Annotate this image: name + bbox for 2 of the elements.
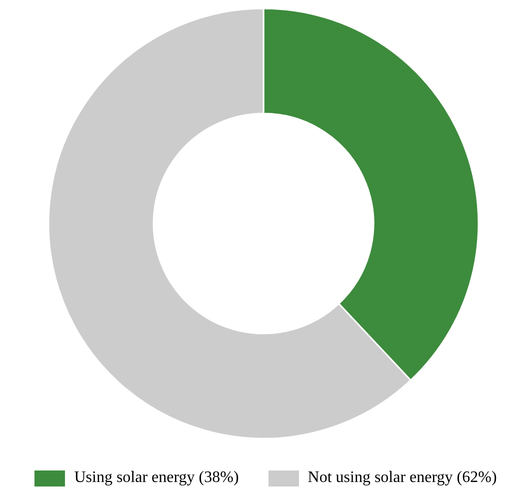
legend-label: Not using solar energy (62%) <box>308 469 497 487</box>
legend-label: Using solar energy (38%) <box>74 469 239 487</box>
